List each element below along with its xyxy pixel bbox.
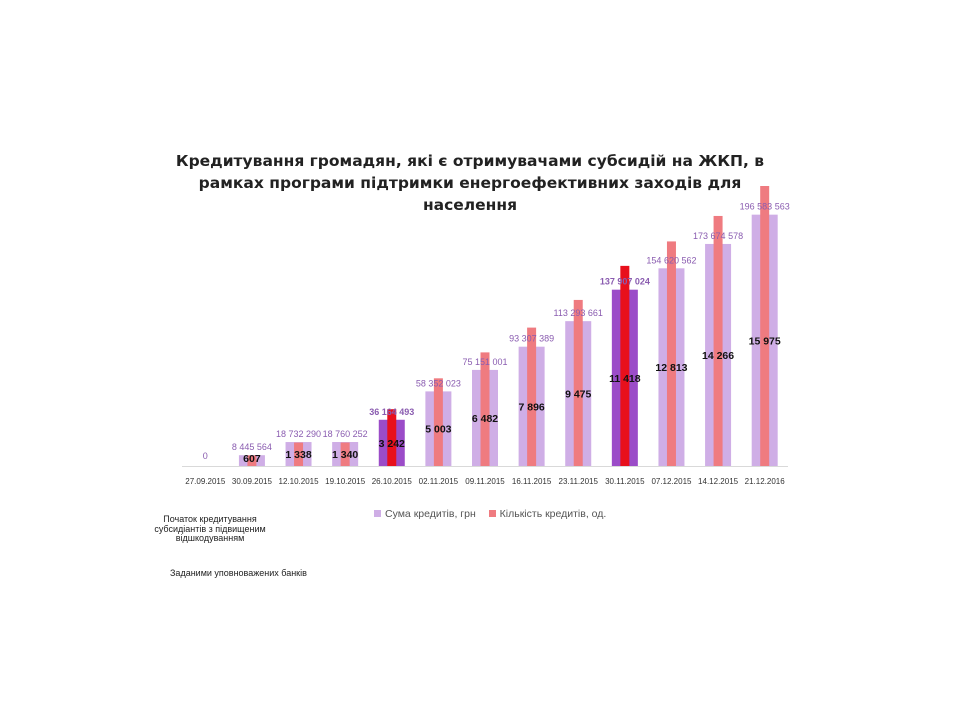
bar-count-12 bbox=[760, 186, 770, 466]
label-count-8: 9 475 bbox=[565, 389, 591, 401]
bar-count-2 bbox=[294, 442, 304, 466]
bar-count-11 bbox=[713, 215, 723, 466]
x-tick-11: 14.12.2015 bbox=[698, 477, 739, 486]
x-tick-12: 21.12.2016 bbox=[745, 477, 786, 486]
x-tick-6: 09.11.2015 bbox=[465, 477, 505, 486]
chart-legend: Сума кредитів, грн Кількість кредитів, о… bbox=[374, 508, 616, 520]
bar-count-10 bbox=[666, 241, 676, 466]
x-tick-0: 27.09.2015 bbox=[185, 477, 226, 486]
note-program-start: Початок кредитування субсидіантів з підв… bbox=[154, 514, 266, 543]
x-tick-5: 02.11.2015 bbox=[419, 477, 459, 486]
label-amount-0: 0 bbox=[203, 451, 208, 461]
label-count-1: 607 bbox=[243, 453, 261, 465]
label-amount-12: 196 583 563 bbox=[740, 202, 790, 212]
legend-label-amount: Сума кредитів, грн bbox=[385, 508, 476, 520]
label-count-4: 3 242 bbox=[379, 438, 405, 450]
label-amount-5: 58 352 023 bbox=[416, 378, 461, 388]
x-tick-10: 07.12.2015 bbox=[651, 477, 692, 486]
x-tick-8: 23.11.2015 bbox=[559, 477, 599, 486]
legend-swatch-count bbox=[488, 510, 496, 517]
label-count-6: 6 482 bbox=[472, 413, 498, 425]
legend-label-count: Кількість кредитів, од. bbox=[499, 508, 607, 520]
bar-count-6 bbox=[480, 352, 490, 466]
label-amount-11: 173 674 578 bbox=[693, 231, 743, 241]
legend-item-count: Кількість кредитів, од. bbox=[488, 508, 607, 520]
label-amount-9: 137 907 024 bbox=[600, 277, 650, 287]
note-data-source: Заданими уповноважених банків bbox=[170, 568, 307, 578]
x-tick-7: 16.11.2015 bbox=[512, 477, 552, 486]
chart-title: Кредитування громадян, які є отримувачам… bbox=[175, 152, 765, 214]
legend-swatch-amount bbox=[374, 510, 381, 517]
label-amount-10: 154 620 562 bbox=[646, 255, 696, 265]
label-count-11: 14 266 bbox=[702, 350, 734, 362]
label-amount-3: 18 760 252 bbox=[323, 429, 368, 439]
x-tick-9: 30.11.2015 bbox=[605, 477, 645, 486]
x-tick-2: 12.10.2015 bbox=[279, 477, 320, 486]
label-amount-4: 36 164 493 bbox=[369, 407, 414, 417]
label-amount-1: 8 445 564 bbox=[232, 442, 272, 452]
x-tick-4: 26.10.2015 bbox=[372, 477, 413, 486]
bar-count-8 bbox=[573, 299, 583, 466]
x-tick-3: 19.10.2015 bbox=[325, 477, 366, 486]
bar-count-7 bbox=[527, 327, 537, 466]
bar-count-1 bbox=[247, 455, 257, 466]
bar-count-9 bbox=[620, 265, 630, 466]
label-count-2: 1 338 bbox=[285, 449, 311, 461]
label-count-7: 7 896 bbox=[518, 401, 544, 413]
bar-count-3 bbox=[340, 442, 350, 466]
label-count-12: 15 975 bbox=[749, 335, 781, 347]
legend-item-amount: Сума кредитів, грн bbox=[374, 508, 476, 520]
label-amount-8: 113 293 661 bbox=[554, 308, 603, 318]
label-amount-2: 18 732 290 bbox=[276, 429, 321, 439]
label-count-3: 1 340 bbox=[332, 449, 358, 461]
bar-count-5 bbox=[433, 378, 443, 466]
label-count-9: 11 418 bbox=[609, 373, 641, 385]
x-tick-1: 30.09.2015 bbox=[232, 477, 273, 486]
label-amount-7: 93 307 389 bbox=[509, 334, 554, 344]
label-amount-6: 75 151 001 bbox=[462, 357, 507, 367]
label-count-10: 12 813 bbox=[655, 362, 687, 374]
bar-count-4 bbox=[387, 409, 397, 466]
label-count-5: 5 003 bbox=[425, 424, 451, 436]
